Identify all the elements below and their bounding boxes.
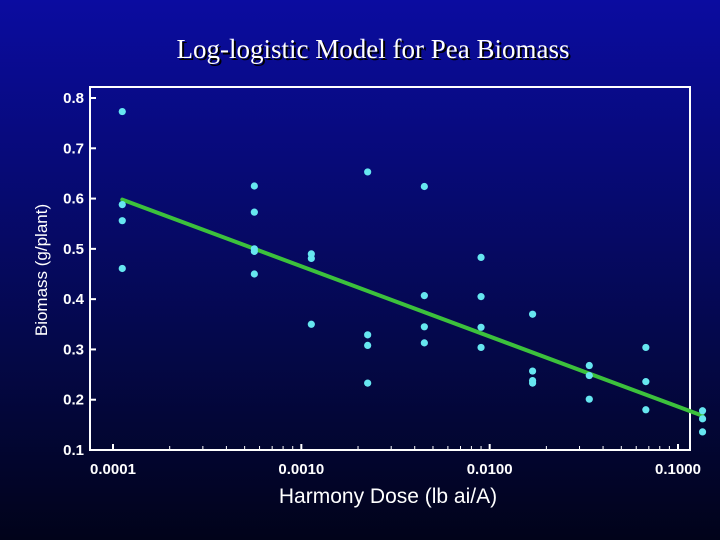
y-axis-label: Biomass (g/plant) [32,204,51,336]
data-point [420,292,428,300]
data-point [420,323,428,331]
data-point [420,339,428,347]
data-point [477,253,485,262]
data-point [250,208,258,216]
y-tick-label: 0.3 [63,341,84,358]
x-tick-label: 0.1000 [655,461,701,478]
chart-title-shadow: Log-logistic Model for Pea Biomass [179,36,572,66]
y-tick-label: 0.2 [63,392,84,409]
y-tick-label: 0.7 [63,140,84,157]
y-axis: 0.1 0.2 0.3 0.4 0.5 0.6 0.7 0.8 [63,90,96,459]
data-point [528,367,537,375]
data-point [528,379,537,387]
data-point [250,247,258,255]
data-point [118,264,126,273]
data-point [250,270,258,278]
data-point [364,379,372,387]
y-tick-label: 0.8 [63,90,84,107]
y-tick-label: 0.6 [63,191,84,208]
data-point [528,310,537,318]
data-point [698,407,707,415]
x-axis: 0.0001 0.0010 0.0100 0.1000 [90,444,701,478]
data-point [420,182,428,191]
data-point [364,331,372,339]
data-point [250,182,258,190]
y-tick-label: 0.5 [63,241,84,258]
data-point [307,254,315,263]
data-point [118,201,126,209]
data-point [364,168,372,176]
y-tick-label: 0.4 [63,291,85,308]
data-point [585,395,593,403]
x-tick-label: 0.0001 [90,461,136,478]
data-points [118,107,707,436]
y-tick-label: 0.1 [63,442,84,459]
data-point [307,320,315,328]
chart-title: Log-logistic Model for Pea Biomass [177,34,570,64]
data-point [585,371,593,380]
data-point [477,343,485,352]
data-point [585,361,593,370]
data-point [642,378,650,386]
data-point [477,323,485,331]
data-point [642,343,650,352]
x-tick-label: 0.0100 [467,461,513,478]
data-point [698,415,707,423]
x-tick-label: 0.0010 [278,461,324,478]
fit-line-layer [120,197,705,418]
data-point [364,341,372,350]
plot-frame [89,86,691,451]
fit-line [120,197,705,418]
x-axis-label: Harmony Dose (lb ai/A) [279,485,497,508]
data-point [698,428,707,436]
data-point [477,293,485,301]
data-point [642,406,650,414]
chart-title-group: Log-logistic Model for Pea Biomass Log-l… [177,34,572,66]
data-point [118,217,126,225]
data-point [118,107,126,116]
